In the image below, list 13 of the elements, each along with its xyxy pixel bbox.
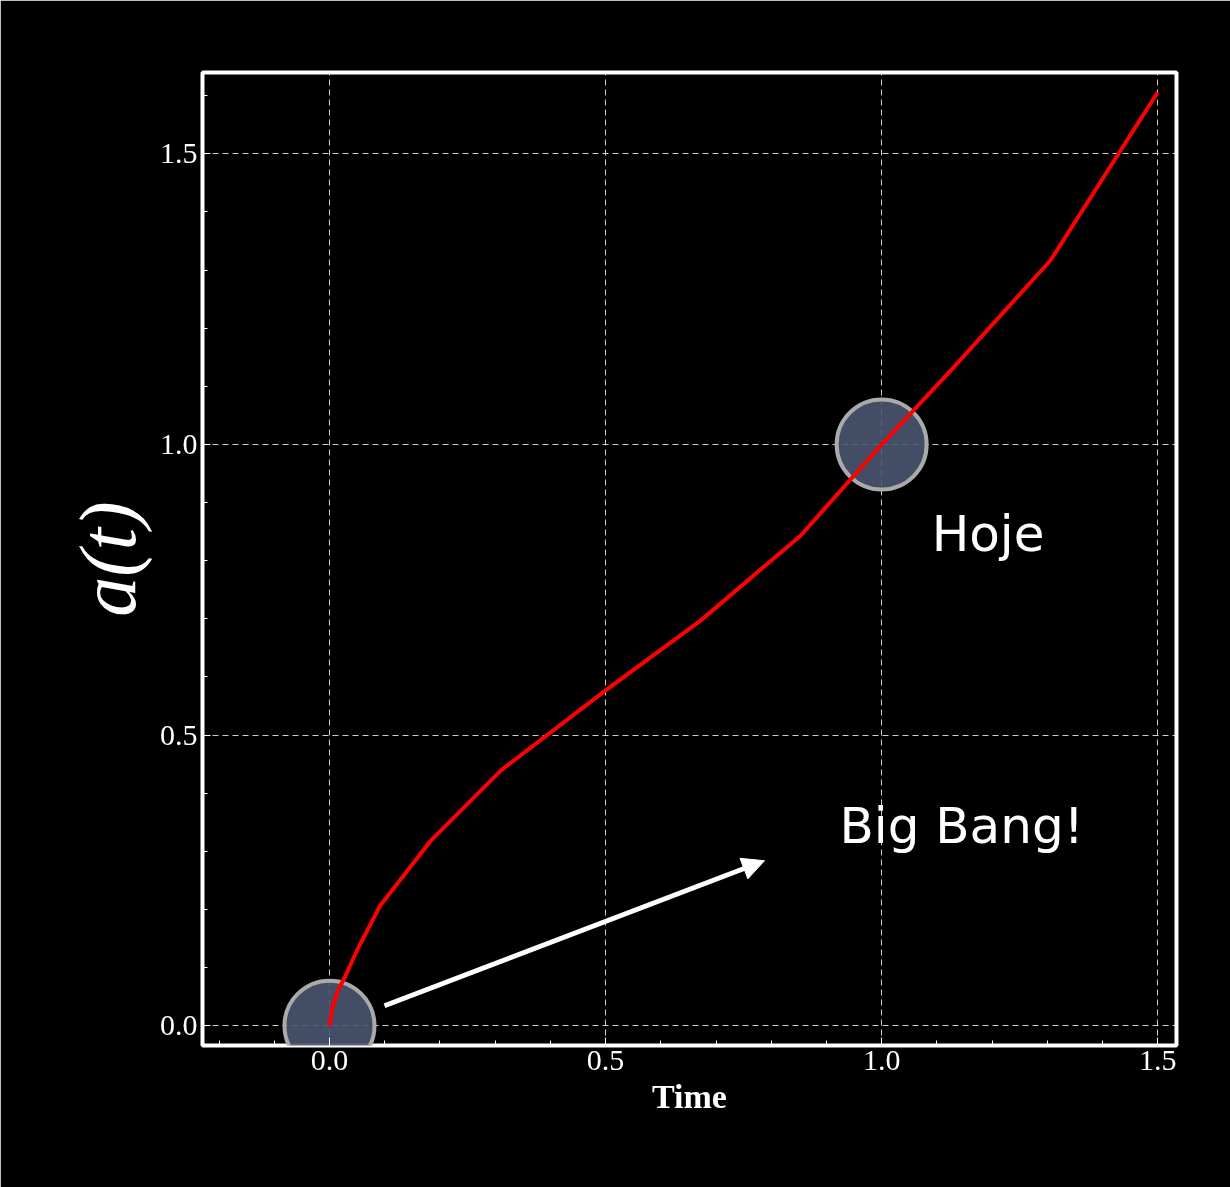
y-tick-label: 1.0 bbox=[160, 427, 198, 460]
line-series bbox=[327, 90, 1160, 1028]
y-axis-title: a(t) bbox=[64, 501, 153, 617]
y-tick-label: 1.5 bbox=[160, 136, 198, 170]
x-axis-title: Time bbox=[652, 1077, 727, 1115]
annotation: Hoje bbox=[931, 505, 1045, 564]
x-tick-label: 1.5 bbox=[1138, 1042, 1177, 1076]
x-tick-label: 1.0 bbox=[862, 1042, 901, 1076]
x-tick-label: 0.0 bbox=[310, 1042, 349, 1076]
annotation: Big Bang! bbox=[839, 796, 1084, 855]
y-tick-label: 0.5 bbox=[160, 717, 198, 751]
y-tick-label: 0.0 bbox=[160, 1008, 198, 1042]
x-tick-label: 0.5 bbox=[586, 1042, 625, 1076]
